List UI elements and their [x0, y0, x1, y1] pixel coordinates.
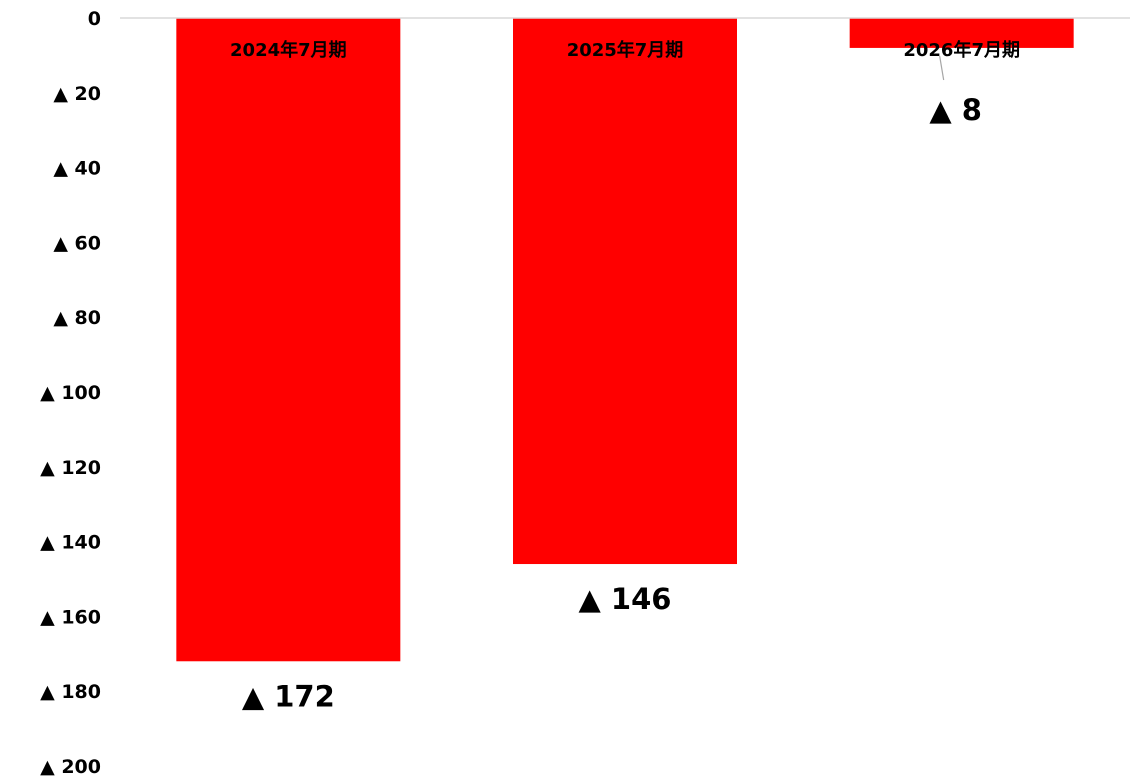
- bar: [849, 18, 1074, 48]
- y-tick-label: ▲ 80: [53, 307, 101, 329]
- bars: [176, 18, 1074, 662]
- category-label: 2024年7月期: [230, 39, 347, 61]
- y-tick-label: ▲ 180: [40, 681, 101, 703]
- data-label: ▲ 8: [929, 93, 982, 127]
- bar: [176, 18, 401, 662]
- y-tick-label: ▲ 200: [40, 756, 101, 778]
- y-tick-label: ▲ 120: [40, 457, 101, 479]
- data-label: ▲ 146: [579, 582, 672, 616]
- y-tick-label: ▲ 160: [40, 606, 101, 628]
- y-tick-label: ▲ 140: [40, 532, 101, 554]
- leader-line: [939, 55, 945, 81]
- y-axis: 0 ▲ 20 ▲ 40 ▲ 60 ▲ 80 ▲ 100 ▲ 120 ▲ 140 ▲ 160 ▲ 1…: [40, 8, 101, 778]
- category-labels: 2024年7月期 2025年7月期 2026年7月期: [230, 39, 1020, 61]
- category-label: 2026年7月期: [903, 39, 1020, 61]
- y-tick-label: ▲ 60: [53, 232, 101, 254]
- y-tick-label: ▲ 20: [53, 83, 101, 105]
- y-tick-label: 0: [88, 8, 101, 30]
- y-tick-label: ▲ 40: [53, 158, 101, 180]
- category-label: 2025年7月期: [567, 39, 684, 61]
- leader-lines: [939, 55, 945, 81]
- y-tick-label: ▲ 100: [40, 382, 101, 404]
- bar: [513, 18, 737, 565]
- data-label: ▲ 172: [242, 679, 335, 713]
- data-labels: ▲ 172 ▲ 146 ▲ 8: [242, 93, 982, 713]
